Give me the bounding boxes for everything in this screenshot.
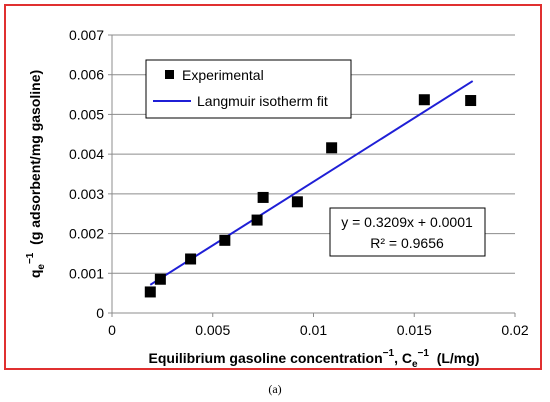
experimental-point bbox=[326, 142, 338, 154]
axes bbox=[108, 34, 516, 317]
y-axis-title-subscript: e bbox=[36, 264, 47, 270]
r-squared-text: R² = 0.9656 bbox=[370, 235, 444, 251]
legend-marker-experimental bbox=[165, 70, 174, 79]
langmuir-fit-line bbox=[149, 80, 474, 286]
legend: Experimental Langmuir isotherm fit bbox=[145, 59, 352, 119]
x-tick-label: 0.02 bbox=[501, 322, 528, 338]
chart: 0 0.005 0.01 0.015 0.02 0 0.001 0.002 0.003 0.00… bbox=[25, 27, 529, 370]
equation-text: y = 0.3209x + 0.0001 bbox=[341, 214, 473, 230]
figure-frame bbox=[4, 4, 542, 370]
y-tick-label: 0.002 bbox=[69, 226, 104, 242]
y-tick-label: 0.006 bbox=[69, 67, 104, 83]
experimental-point bbox=[144, 286, 156, 298]
y-tick-label: 0.004 bbox=[69, 146, 104, 162]
x-tick-label: 0 bbox=[108, 322, 116, 338]
experimental-point bbox=[418, 94, 430, 106]
y-tick-label: 0.005 bbox=[69, 106, 104, 122]
experimental-point bbox=[251, 214, 263, 226]
y-tick-label: 0.003 bbox=[69, 186, 104, 202]
y-axis-title-units: (g adsorbent/mg gasoline) bbox=[27, 70, 43, 245]
y-tick-label: 0.007 bbox=[69, 27, 104, 43]
equation-box bbox=[329, 207, 486, 257]
experimental-point bbox=[291, 196, 303, 208]
y-axis-title: qe−1 (g adsorbent/mg gasoline) bbox=[25, 70, 47, 278]
y-tick-labels: 0 0.001 0.002 0.003 0.004 0.005 0.006 0.007 bbox=[69, 27, 104, 321]
figure-caption: (a) bbox=[268, 382, 282, 396]
experimental-point bbox=[185, 253, 197, 265]
trendline-equation: y = 0.3209x + 0.0001 R² = 0.9656 bbox=[329, 207, 486, 257]
x-tick-label: 0.005 bbox=[195, 322, 230, 338]
y-axis-title-superscript: −1 bbox=[25, 252, 36, 264]
x-axis-title-subscript: e bbox=[412, 359, 418, 370]
x-axis-title-superscript-2: −1 bbox=[418, 348, 430, 359]
legend-label-langmuir: Langmuir isotherm fit bbox=[197, 93, 328, 109]
y-tick-label: 0 bbox=[96, 305, 104, 321]
x-axis-title: Equilibrium gasoline concentration−1, Ce… bbox=[149, 348, 480, 370]
x-tick-label: 0.01 bbox=[300, 322, 327, 338]
legend-label-experimental: Experimental bbox=[182, 67, 264, 83]
x-tick-label: 0.015 bbox=[397, 322, 432, 338]
x-axis-title-units: (L/mg) bbox=[437, 350, 480, 366]
series-layer bbox=[144, 80, 477, 298]
x-tick-labels: 0 0.005 0.01 0.015 0.02 bbox=[108, 322, 529, 338]
experimental-point bbox=[219, 234, 231, 246]
experimental-point bbox=[465, 95, 477, 107]
experimental-point bbox=[154, 273, 166, 285]
x-axis-title-superscript-1: −1 bbox=[383, 348, 395, 359]
experimental-point bbox=[257, 191, 269, 203]
y-tick-label: 0.001 bbox=[69, 265, 104, 281]
legend-box bbox=[145, 59, 352, 119]
